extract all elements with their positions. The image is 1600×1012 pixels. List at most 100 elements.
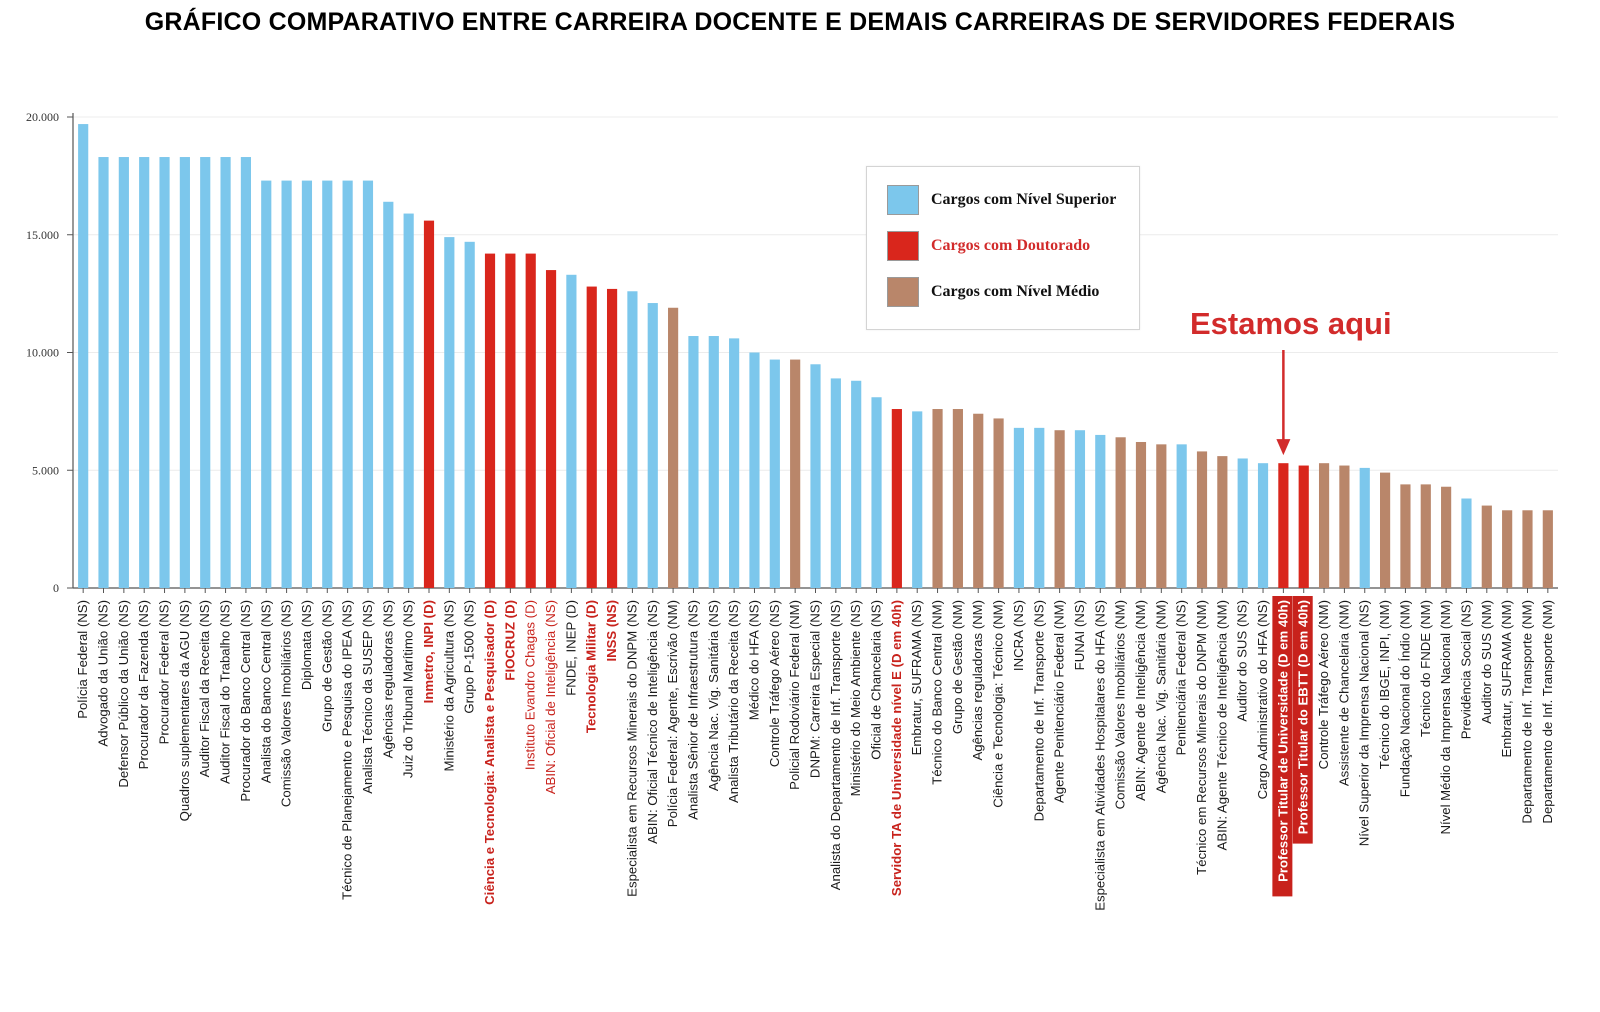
bar bbox=[566, 274, 577, 588]
bar bbox=[444, 237, 455, 589]
x-tick-label: Técnico de Planejamento e Pesquisa do IP… bbox=[340, 600, 355, 900]
x-tick-label: Advogado da União (NS) bbox=[96, 600, 111, 747]
page-title: GRÁFICO COMPARATIVO ENTRE CARREIRA DOCEN… bbox=[144, 8, 1456, 36]
bar bbox=[1461, 498, 1472, 588]
bar bbox=[281, 180, 292, 588]
x-tick-label: INSS (NS) bbox=[604, 600, 619, 662]
bar bbox=[525, 253, 536, 588]
x-tick-label: FUNAI (NS) bbox=[1072, 600, 1087, 670]
y-tick-label: 0 bbox=[53, 581, 59, 595]
x-tick-label: Nível Médio da Imprensa Nacional (NM) bbox=[1438, 600, 1453, 835]
x-tick-label: ABIN: Oficial Técnico de Inteligência (N… bbox=[645, 600, 660, 844]
x-tick-label: Técnico em Recursos Minerais do DNPM (NM… bbox=[1194, 600, 1209, 875]
bar bbox=[668, 307, 679, 588]
x-tick-label: Controle Tráfego Aéreo (NM) bbox=[1316, 600, 1331, 769]
bar bbox=[790, 359, 801, 588]
bar bbox=[1380, 472, 1391, 588]
x-tick-label: Técnico do Banco Central (NM) bbox=[930, 600, 945, 785]
bar bbox=[240, 157, 251, 588]
x-tick-label: Auditor do SUS (NM) bbox=[1479, 600, 1494, 724]
x-tick-label: Assistente de Chancelaria (NM) bbox=[1336, 600, 1351, 786]
bar bbox=[952, 409, 963, 588]
bar bbox=[1074, 430, 1086, 588]
bar bbox=[1542, 510, 1553, 588]
x-tick-label: FNDE, INEP (D) bbox=[563, 600, 578, 696]
annotation-arrow bbox=[1276, 350, 1291, 456]
y-tick-label: 5.000 bbox=[32, 463, 59, 477]
x-tick-label: Especialista em Atividades Hospitalares … bbox=[1092, 600, 1107, 911]
x-tick-label: Departamento de Inf. Transporte (NM) bbox=[1540, 600, 1555, 824]
x-tick-label: Polícia Federal (NS) bbox=[75, 600, 90, 719]
x-tick-label: FIOCRUZ (D) bbox=[502, 600, 517, 681]
bar bbox=[891, 409, 902, 588]
x-tick-label: Ministério da Agricultura (NS) bbox=[441, 600, 456, 772]
x-tick-label: Comissão Valores Imobiliários (NM) bbox=[1113, 600, 1128, 809]
bar bbox=[1318, 463, 1330, 588]
x-tick-label: Técnico do IBGE, INPI, (NM) bbox=[1377, 600, 1392, 769]
y-tick-label: 15.000 bbox=[26, 228, 59, 242]
x-tick-label: Polícia Federal: Agente, Escrivão (NM) bbox=[665, 600, 680, 827]
bar bbox=[973, 413, 984, 588]
x-tick-label: INCRA (NS) bbox=[1011, 600, 1026, 671]
y-tick-label: 20.000 bbox=[26, 110, 59, 124]
bar bbox=[545, 270, 557, 588]
x-tick-label: Procurador da Fazenda (NS) bbox=[136, 600, 151, 769]
bar bbox=[118, 157, 129, 588]
legend-item-superior: Cargos com Nível Superior bbox=[887, 185, 1116, 215]
bar bbox=[1115, 437, 1126, 588]
x-tick-label: Professor Titular do EBTT (D em 40h) bbox=[1296, 600, 1311, 834]
x-tick-label: Professor Titular de Universidade (D em … bbox=[1275, 600, 1290, 882]
x-tick-label: Diplomata (NS) bbox=[299, 600, 314, 690]
bar bbox=[1176, 444, 1187, 588]
bar bbox=[464, 241, 475, 588]
bar bbox=[749, 352, 760, 588]
x-tick-label: Cargo Administrativo do HFA (NS) bbox=[1255, 600, 1270, 799]
bar bbox=[729, 338, 740, 588]
x-tick-label: DNPM: Carreira Especial (NS) bbox=[808, 600, 823, 778]
x-tick-label: Especialista em Recursos Minerais do DNP… bbox=[624, 600, 639, 897]
y-tick-label: 10.000 bbox=[26, 346, 59, 360]
bar bbox=[1420, 484, 1431, 588]
legend-swatch-superior bbox=[887, 185, 919, 215]
bar bbox=[769, 359, 780, 588]
x-tick-label: Tecnologia Militar (D) bbox=[584, 600, 599, 733]
x-tick-label: Policial Rodoviário Federal (NM) bbox=[787, 600, 802, 790]
x-tick-label: Fundação Nacional do Índio (NM) bbox=[1397, 600, 1412, 797]
x-tick-label: Procurador Federal (NS) bbox=[157, 600, 172, 744]
bar bbox=[993, 418, 1004, 588]
bar bbox=[484, 253, 496, 588]
bar bbox=[1339, 465, 1350, 588]
bar bbox=[322, 180, 333, 588]
highlight-label-bg bbox=[1272, 596, 1293, 897]
x-tick-label: Agência Nac. Vig. Sanitária (NS) bbox=[706, 600, 721, 791]
bar bbox=[1034, 427, 1045, 588]
bar bbox=[1441, 486, 1452, 588]
bar bbox=[98, 157, 109, 588]
x-tick-label: Agências reguladoras (NM) bbox=[970, 600, 985, 761]
bar bbox=[1481, 505, 1492, 588]
x-tick-label: Instituto Evandro Chagas (D) bbox=[523, 600, 538, 770]
bar bbox=[505, 253, 516, 588]
bar bbox=[1502, 510, 1513, 588]
bar bbox=[810, 364, 821, 588]
x-tick-label: Médico do HFA (NS) bbox=[746, 600, 761, 720]
x-tick-label: Analista Sênior de Infraestrutura (NS) bbox=[685, 600, 700, 820]
bar bbox=[1257, 463, 1269, 588]
annotation-estamos-aqui: Estamos aqui bbox=[1190, 306, 1392, 341]
x-tick-label: ABIN: Agente Técnico de Inteligência (NM… bbox=[1214, 600, 1229, 850]
x-tick-label: Agências reguladoras (NS) bbox=[380, 600, 395, 758]
legend-label-medio: Cargos com Nível Médio bbox=[931, 283, 1100, 300]
legend-item-medio: Cargos com Nível Médio bbox=[887, 277, 1099, 307]
bar bbox=[1400, 484, 1411, 588]
x-tick-label: Departamento de Inf. Transporte (NM) bbox=[1519, 600, 1534, 824]
gridlines bbox=[73, 116, 1558, 471]
bar bbox=[423, 220, 435, 588]
x-tick-label: Agência Nac. Vig. Sanitária (NM) bbox=[1153, 600, 1168, 793]
bar bbox=[871, 397, 882, 588]
bar bbox=[1298, 465, 1309, 588]
bar bbox=[1237, 458, 1248, 588]
x-tick-label: Agente Penitenciário Federal (NM) bbox=[1052, 600, 1067, 803]
bar bbox=[912, 411, 923, 588]
x-tick-label: Auditor Fiscal da Receita (NS) bbox=[197, 600, 212, 777]
legend-label-superior: Cargos com Nível Superior bbox=[931, 191, 1117, 208]
